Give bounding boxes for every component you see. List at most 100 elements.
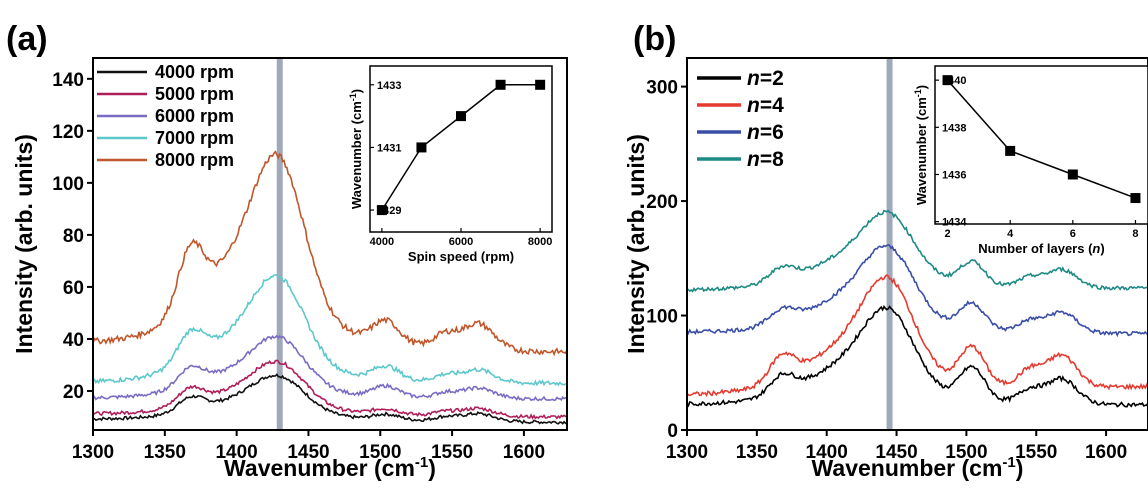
inset-y-title-end: ) — [349, 89, 364, 93]
inset-frame — [369, 65, 553, 233]
inset-y-title-sup: -1 — [348, 93, 358, 101]
inset-point — [456, 111, 466, 122]
inset-y-title-main: Wavenumber (cm — [349, 101, 364, 209]
inset-point — [1067, 169, 1078, 180]
inset-point — [416, 142, 427, 153]
x-tick-label: 1350 — [144, 442, 186, 463]
y-tick-label: 120 — [52, 122, 84, 143]
legend-label-var: n — [747, 67, 760, 90]
plot-area — [93, 150, 567, 425]
y-tick-label: 100 — [646, 307, 678, 328]
inset-point — [1005, 145, 1016, 156]
x-axis-title-sup: -1 — [415, 454, 428, 471]
legend-label-value: =4 — [760, 94, 784, 117]
x-axis-title-sup: -1 — [1002, 454, 1015, 471]
series-line-5 — [93, 150, 567, 357]
inset-point — [535, 79, 546, 90]
y-tick-label: 20 — [63, 382, 84, 403]
inset-x-title-end: ) — [1100, 241, 1104, 256]
panel-label: (b) — [633, 20, 676, 58]
x-axis-title-end: ) — [1016, 455, 1024, 481]
series-line-4 — [687, 209, 1148, 293]
inset-x-tick-label: 8 — [1132, 228, 1138, 240]
legend-label: 6000 rpm — [155, 106, 234, 126]
legend-label-value: =2 — [760, 67, 784, 90]
inset-x-title: Number of layers (n) — [978, 241, 1104, 256]
legend-label-value: =8 — [760, 148, 784, 171]
inset-point — [942, 75, 953, 86]
x-tick-label: 1450 — [287, 442, 329, 463]
inset-y-title-end: ) — [914, 85, 929, 89]
y-tick-label: 200 — [646, 192, 678, 213]
legend-label: n=2 — [747, 67, 784, 90]
series-line-3 — [687, 244, 1148, 338]
legend-label: 5000 rpm — [155, 84, 234, 104]
inset-y-title-sup: -1 — [913, 89, 923, 97]
plot-area — [687, 209, 1148, 408]
y-tick-label: 60 — [63, 278, 84, 299]
x-tick-label: 1500 — [945, 442, 987, 463]
x-tick-label: 1300 — [666, 442, 708, 463]
x-axis-title-main: Wavenumber (cm — [224, 455, 415, 481]
series-line-2 — [93, 359, 567, 420]
legend-label-var: n — [747, 148, 760, 171]
inset-point — [495, 79, 506, 90]
legend-label: n=4 — [747, 94, 784, 117]
y-tick-label: 300 — [646, 78, 678, 99]
y-axis-title: Intensity (arb. units) — [11, 134, 37, 354]
inset-y-tick-label: 1438 — [942, 122, 966, 134]
x-axis-title-main: Wavenumber (cm — [812, 455, 1003, 481]
inset-y-tick-label: 1436 — [942, 169, 966, 181]
inset-x-tick-label: 4 — [1007, 228, 1014, 240]
series-line-1 — [687, 305, 1148, 408]
x-tick-label: 1400 — [806, 442, 848, 463]
series-line-3 — [93, 334, 567, 402]
y-tick-label: 80 — [63, 226, 84, 247]
inset-y-tick-label: 1434 — [942, 217, 967, 229]
inset-y-title: Wavenumber (cm-1) — [913, 85, 929, 205]
inset-point — [1130, 193, 1141, 204]
marker-line — [276, 58, 283, 430]
legend-label: 7000 rpm — [155, 128, 234, 148]
legend-label-var: n — [747, 121, 760, 144]
legend-label-value: =6 — [760, 121, 784, 144]
panel-b: (b) 1300 1350 1400 1450 1500 1550 1600 0 100 200 30… — [623, 20, 1148, 481]
inset-x-title: Spin speed (rpm) — [408, 249, 514, 264]
y-tick-label: 100 — [52, 174, 84, 195]
series-line-1 — [93, 373, 567, 425]
inset-y-title: Wavenumber (cm-1) — [348, 89, 364, 209]
inset-x-tick-label: 6 — [1070, 228, 1076, 240]
inset-y-title-main: Wavenumber (cm — [914, 97, 929, 205]
x-tick-label: 1500 — [359, 442, 401, 463]
x-tick-label: 1550 — [1015, 442, 1057, 463]
inset-y-tick-label: 1431 — [377, 142, 401, 154]
x-axis-title: Wavenumber (cm-1) — [224, 454, 436, 481]
plot-frame — [686, 57, 1148, 431]
x-axis-title-end: ) — [428, 455, 436, 481]
inset-x-tick-label: 8000 — [528, 236, 552, 248]
inset-x-tick-label: 2 — [944, 228, 950, 240]
x-tick-label: 1400 — [215, 442, 257, 463]
legend-label: n=6 — [747, 121, 784, 144]
x-tick-label: 1550 — [431, 442, 473, 463]
x-tick-label: 1300 — [72, 442, 114, 463]
series-line-2 — [687, 274, 1148, 398]
legend-label: n=8 — [747, 148, 784, 171]
inset-point — [376, 205, 387, 216]
inset-y-tick-label: 1433 — [377, 80, 401, 92]
inset-x-title-var: n — [1092, 241, 1100, 256]
x-tick-label: 1600 — [503, 442, 545, 463]
legend-label-var: n — [747, 94, 760, 117]
x-tick-label: 1600 — [1085, 442, 1127, 463]
series-line-4 — [93, 274, 567, 387]
y-tick-label: 40 — [63, 330, 84, 351]
legend-label: 4000 rpm — [155, 62, 234, 82]
panel-a: (a) 1300 1350 1400 1450 1500 1550 1600 20 40 60 80 1… — [6, 20, 568, 481]
y-tick-label: 0 — [667, 421, 678, 442]
legend-label: 8000 rpm — [155, 150, 234, 170]
y-axis-title: Intensity (arb. units) — [623, 134, 649, 354]
y-tick-label: 140 — [52, 70, 84, 91]
